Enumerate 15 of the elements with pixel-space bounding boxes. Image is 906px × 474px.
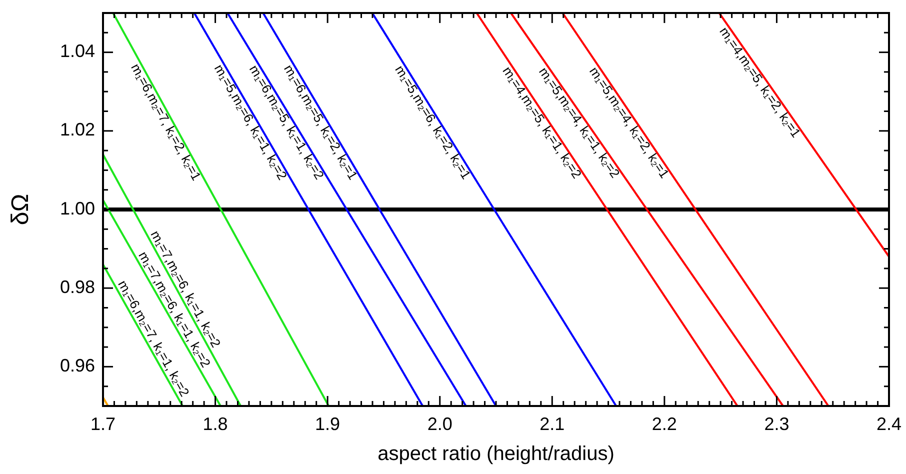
y-tick-label: 1.00: [60, 198, 95, 218]
x-tick-label: 2.2: [652, 414, 677, 434]
x-axis-title: aspect ratio (height/radius): [378, 443, 614, 465]
y-tick-label: 1.04: [60, 41, 95, 62]
x-tick-label: 2.4: [876, 414, 902, 434]
y-tick-label: 1.02: [60, 120, 95, 140]
x-tick-label: 2.1: [540, 414, 565, 434]
x-tick-label: 2.0: [427, 414, 452, 434]
x-tick-label: 1.7: [90, 414, 116, 434]
x-tick-label: 1.9: [315, 414, 340, 434]
x-tick-label: 1.8: [202, 414, 228, 434]
x-tick-label: 2.3: [764, 414, 790, 434]
y-tick-label: 0.98: [60, 276, 95, 297]
y-axis-title: δΩ: [7, 194, 34, 226]
y-tick-label: 0.96: [60, 355, 95, 376]
